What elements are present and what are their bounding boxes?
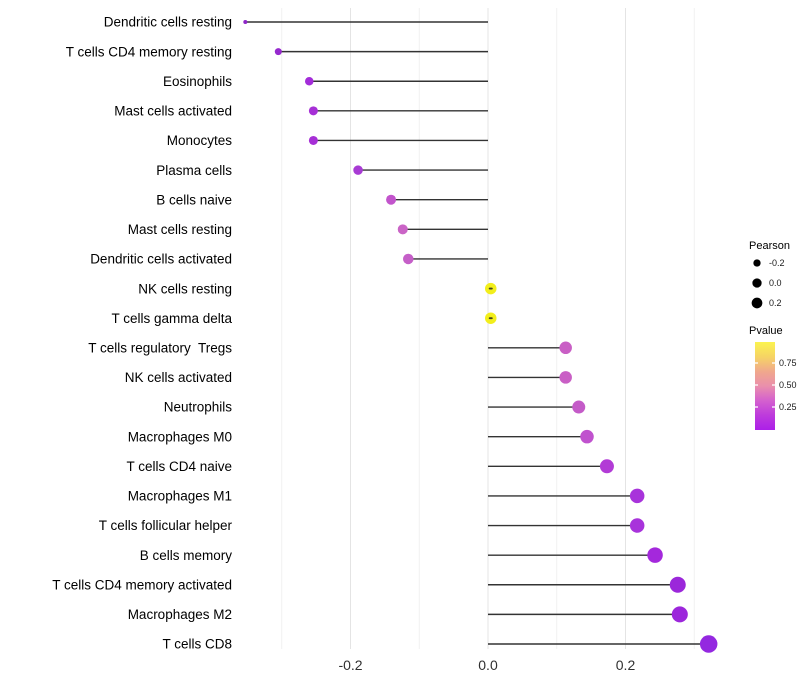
colorbar-tick-label: 0.75 — [779, 358, 797, 368]
colorbar-tick — [772, 362, 775, 364]
legend-size-dot — [751, 297, 763, 309]
y-axis-label: T cells CD4 memory resting — [66, 44, 232, 59]
x-tick-label: 0.0 — [478, 657, 498, 673]
y-axis-label: Macrophages M0 — [128, 429, 232, 444]
y-axis-label: NK cells activated — [125, 370, 232, 385]
y-axis-label: NK cells resting — [138, 281, 232, 296]
data-point — [397, 224, 408, 235]
data-point — [629, 518, 645, 533]
y-axis-label: B cells naive — [156, 192, 232, 207]
data-point — [699, 635, 718, 653]
data-point — [647, 547, 663, 563]
data-point — [599, 459, 614, 474]
stick-end-mark — [488, 287, 493, 290]
y-axis-label: T cells regulatory Tregs — [88, 341, 232, 356]
legend-size-label: 0.2 — [769, 298, 782, 308]
legend-size-dot — [753, 259, 761, 267]
y-axis-label: Dendritic cells activated — [90, 252, 232, 267]
stick-end-mark — [488, 317, 493, 320]
colorbar-tick — [755, 362, 758, 364]
legend-size-dot — [752, 278, 762, 288]
colorbar-tick — [772, 384, 775, 386]
legend-size-label: 0.0 — [769, 278, 782, 288]
data-point — [243, 20, 248, 24]
y-axis-label: Plasma cells — [156, 163, 232, 178]
data-point — [353, 165, 363, 175]
legend-pearson-title: Pearson — [749, 240, 790, 252]
legend-pvalue-title: Pvalue — [749, 325, 783, 337]
data-point — [559, 371, 572, 384]
data-point — [669, 576, 686, 593]
y-axis-label: Macrophages M2 — [128, 607, 232, 622]
y-axis-label: Mast cells resting — [128, 222, 232, 237]
y-axis-label: B cells memory — [140, 548, 233, 563]
y-axis-label: T cells CD8 — [162, 637, 232, 652]
colorbar-tick — [772, 406, 775, 408]
y-axis-label: Neutrophils — [164, 400, 233, 415]
data-point — [572, 400, 586, 414]
data-point — [305, 76, 314, 86]
y-axis-label: Dendritic cells resting — [104, 15, 232, 30]
y-axis-label: Macrophages M1 — [128, 489, 232, 504]
data-point — [559, 341, 572, 355]
data-point — [629, 488, 645, 504]
y-axis-label: Monocytes — [167, 133, 233, 148]
data-point — [274, 48, 282, 56]
colorbar-tick-label: 0.50 — [779, 380, 797, 390]
data-point — [386, 194, 397, 205]
data-point — [403, 253, 414, 265]
y-axis-label: Mast cells activated — [114, 104, 232, 119]
data-point — [580, 429, 594, 444]
legend-size-label: -0.2 — [769, 258, 785, 268]
y-axis-label: Eosinophils — [163, 74, 232, 89]
x-tick-label: -0.2 — [338, 657, 362, 673]
y-axis-label: T cells CD4 memory activated — [52, 577, 232, 592]
x-tick-label: 0.2 — [616, 657, 636, 673]
pvalue-colorbar — [755, 342, 775, 430]
y-axis-label: T cells CD4 naive — [126, 459, 232, 474]
colorbar-tick — [755, 384, 758, 386]
data-point — [308, 106, 318, 116]
data-point — [671, 606, 688, 623]
data-point — [308, 135, 318, 145]
colorbar-tick-label: 0.25 — [779, 402, 797, 412]
colorbar-tick — [755, 406, 758, 408]
y-axis-label: T cells follicular helper — [99, 518, 233, 533]
y-axis-label: T cells gamma delta — [111, 311, 232, 326]
